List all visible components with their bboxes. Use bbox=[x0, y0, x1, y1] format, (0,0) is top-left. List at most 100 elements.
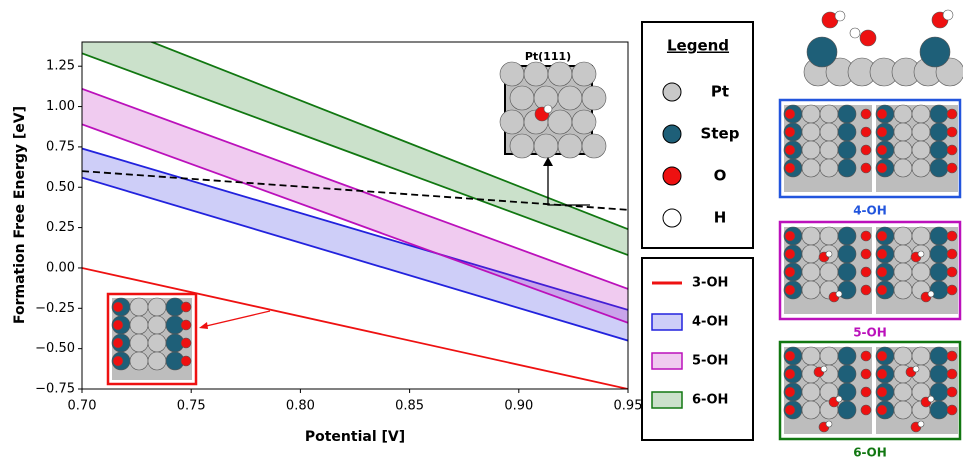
legend-label: O bbox=[714, 167, 727, 185]
atom bbox=[876, 108, 888, 120]
legend-swatch bbox=[662, 124, 682, 144]
atom bbox=[147, 297, 167, 317]
atom bbox=[946, 162, 958, 174]
atom bbox=[927, 290, 935, 298]
atom bbox=[876, 248, 888, 260]
atom bbox=[859, 29, 877, 47]
structure-caption: 4-OH bbox=[853, 204, 887, 218]
atom bbox=[946, 266, 958, 278]
atom bbox=[834, 10, 846, 22]
atom bbox=[911, 346, 931, 366]
atom bbox=[547, 109, 573, 135]
atom bbox=[893, 262, 913, 282]
atom bbox=[837, 140, 857, 160]
atom bbox=[911, 226, 931, 246]
atom bbox=[837, 346, 857, 366]
atom bbox=[837, 400, 857, 420]
legend-swatch bbox=[651, 391, 683, 409]
atom bbox=[860, 144, 872, 156]
atom bbox=[180, 319, 192, 331]
atom bbox=[112, 319, 124, 331]
atom bbox=[946, 248, 958, 260]
arrow bbox=[201, 310, 271, 328]
atom bbox=[946, 284, 958, 296]
atom bbox=[499, 109, 525, 135]
atom bbox=[837, 104, 857, 124]
atom bbox=[801, 226, 821, 246]
line bbox=[82, 267, 628, 389]
atom bbox=[860, 368, 872, 380]
atom bbox=[927, 395, 935, 403]
legend-label: 4-OH bbox=[692, 315, 728, 330]
atom bbox=[876, 386, 888, 398]
atom bbox=[784, 248, 796, 260]
atom bbox=[784, 404, 796, 416]
legend-title: Legend bbox=[667, 37, 729, 55]
legend-label: H bbox=[714, 209, 727, 227]
band-upper-line bbox=[149, 42, 628, 231]
atom bbox=[893, 226, 913, 246]
atom bbox=[547, 61, 573, 87]
atom bbox=[533, 133, 559, 159]
atom bbox=[801, 382, 821, 402]
atom bbox=[893, 104, 913, 124]
atom bbox=[893, 280, 913, 300]
y-tick-label: 1.25 bbox=[46, 59, 75, 74]
atom bbox=[876, 230, 888, 242]
legend-swatch bbox=[651, 352, 683, 370]
atom bbox=[876, 126, 888, 138]
x-tick-label: 0.90 bbox=[504, 399, 533, 414]
atom bbox=[911, 104, 931, 124]
x-axis-label: Potential [V] bbox=[305, 429, 405, 445]
atom bbox=[946, 368, 958, 380]
band-lower-line bbox=[82, 52, 628, 256]
atom bbox=[917, 250, 925, 258]
atom bbox=[929, 104, 949, 124]
atom bbox=[837, 262, 857, 282]
atom bbox=[929, 364, 949, 384]
atom bbox=[523, 61, 549, 87]
atom bbox=[893, 244, 913, 264]
atom bbox=[917, 420, 925, 428]
atom bbox=[929, 262, 949, 282]
band-upper-line bbox=[82, 87, 628, 290]
atom bbox=[801, 244, 821, 264]
atom bbox=[837, 244, 857, 264]
atom bbox=[825, 420, 833, 428]
atom bbox=[825, 250, 833, 258]
y-tick-label: 0.50 bbox=[46, 180, 75, 195]
y-tick-label: 0.75 bbox=[46, 139, 75, 154]
atom bbox=[784, 386, 796, 398]
atom bbox=[876, 144, 888, 156]
band bbox=[82, 88, 628, 323]
atom bbox=[911, 122, 931, 142]
legend-swatch bbox=[662, 82, 682, 102]
atom bbox=[129, 351, 149, 371]
atom bbox=[784, 108, 796, 120]
atom bbox=[509, 133, 535, 159]
atom bbox=[784, 230, 796, 242]
atom bbox=[942, 9, 954, 21]
atom bbox=[835, 290, 843, 298]
atom bbox=[147, 351, 167, 371]
legend-swatch bbox=[662, 208, 682, 228]
atom bbox=[129, 333, 149, 353]
legend-label: 3-OH bbox=[692, 276, 728, 291]
atom bbox=[499, 61, 525, 87]
y-tick-label: 0.25 bbox=[46, 220, 75, 235]
structure-caption: 5-OH bbox=[853, 326, 887, 340]
atom bbox=[911, 158, 931, 178]
atom bbox=[860, 350, 872, 362]
atom bbox=[129, 315, 149, 335]
legend-label: Step bbox=[701, 125, 740, 143]
atom bbox=[571, 61, 597, 87]
plot-area bbox=[82, 42, 628, 389]
atom bbox=[893, 346, 913, 366]
atom bbox=[929, 346, 949, 366]
x-tick-label: 0.70 bbox=[68, 399, 97, 414]
axes-frame bbox=[81, 41, 629, 390]
band-lower-line bbox=[82, 123, 628, 324]
atom bbox=[860, 126, 872, 138]
band-upper-line bbox=[82, 147, 628, 311]
